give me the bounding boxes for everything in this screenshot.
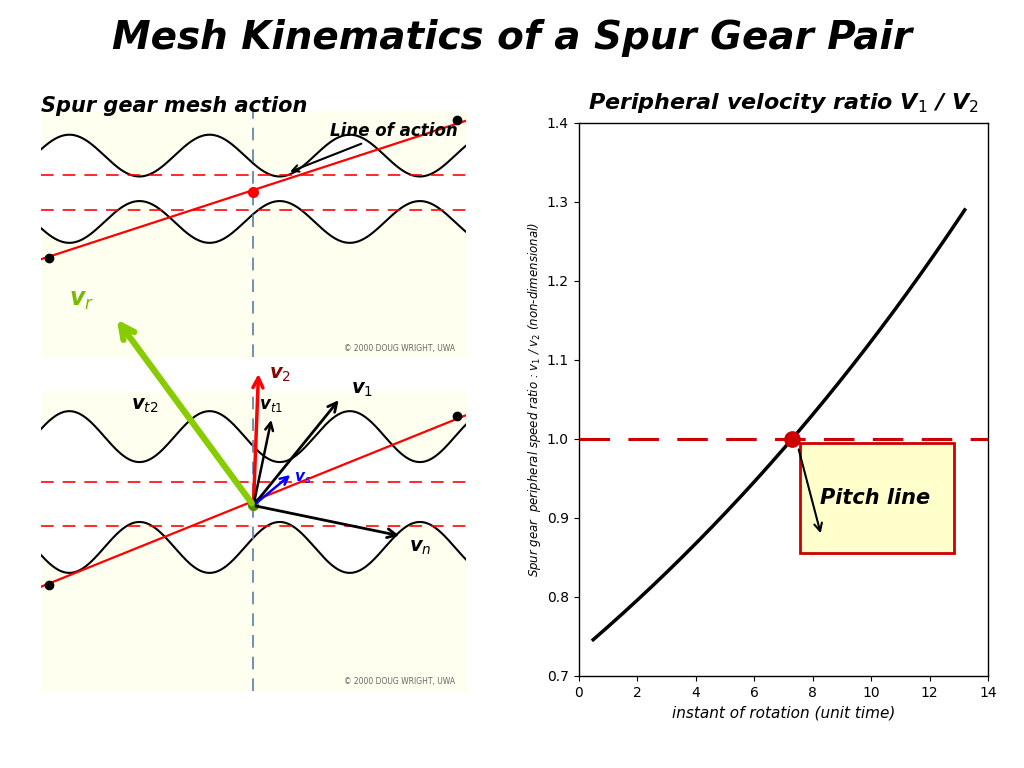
Text: $\boldsymbol{v}_2$: $\boldsymbol{v}_2$ [268, 365, 291, 384]
Title: Peripheral velocity ratio V$_1$ / V$_2$: Peripheral velocity ratio V$_1$ / V$_2$ [588, 91, 979, 115]
Text: © 2000 DOUG WRIGHT, UWA: © 2000 DOUG WRIGHT, UWA [344, 344, 456, 353]
Text: © 2000 DOUG WRIGHT, UWA: © 2000 DOUG WRIGHT, UWA [344, 677, 456, 686]
Text: Line of action: Line of action [292, 122, 458, 171]
Text: $\boldsymbol{v}_1$: $\boldsymbol{v}_1$ [350, 380, 373, 399]
Y-axis label: Spur gear  peripheral speed ratio : v$_1$ / v$_2$ (non-dimensional): Spur gear peripheral speed ratio : v$_1$… [525, 222, 543, 577]
FancyBboxPatch shape [801, 443, 953, 554]
Text: $\boldsymbol{v}_{t2}$: $\boldsymbol{v}_{t2}$ [131, 396, 158, 415]
Text: Spur gear mesh action: Spur gear mesh action [41, 96, 307, 116]
Text: $\boldsymbol{v}_n$: $\boldsymbol{v}_n$ [409, 538, 432, 557]
FancyBboxPatch shape [41, 111, 466, 357]
Text: Pitch line: Pitch line [820, 488, 931, 508]
Text: $\boldsymbol{v}_r$: $\boldsymbol{v}_r$ [69, 288, 94, 312]
X-axis label: instant of rotation (unit time): instant of rotation (unit time) [672, 705, 895, 720]
FancyBboxPatch shape [41, 392, 466, 691]
Text: Mesh Kinematics of a Spur Gear Pair: Mesh Kinematics of a Spur Gear Pair [112, 19, 912, 57]
Text: $\boldsymbol{v}_{t1}$: $\boldsymbol{v}_{t1}$ [258, 396, 283, 415]
Text: $\boldsymbol{v}_s$: $\boldsymbol{v}_s$ [295, 470, 312, 485]
